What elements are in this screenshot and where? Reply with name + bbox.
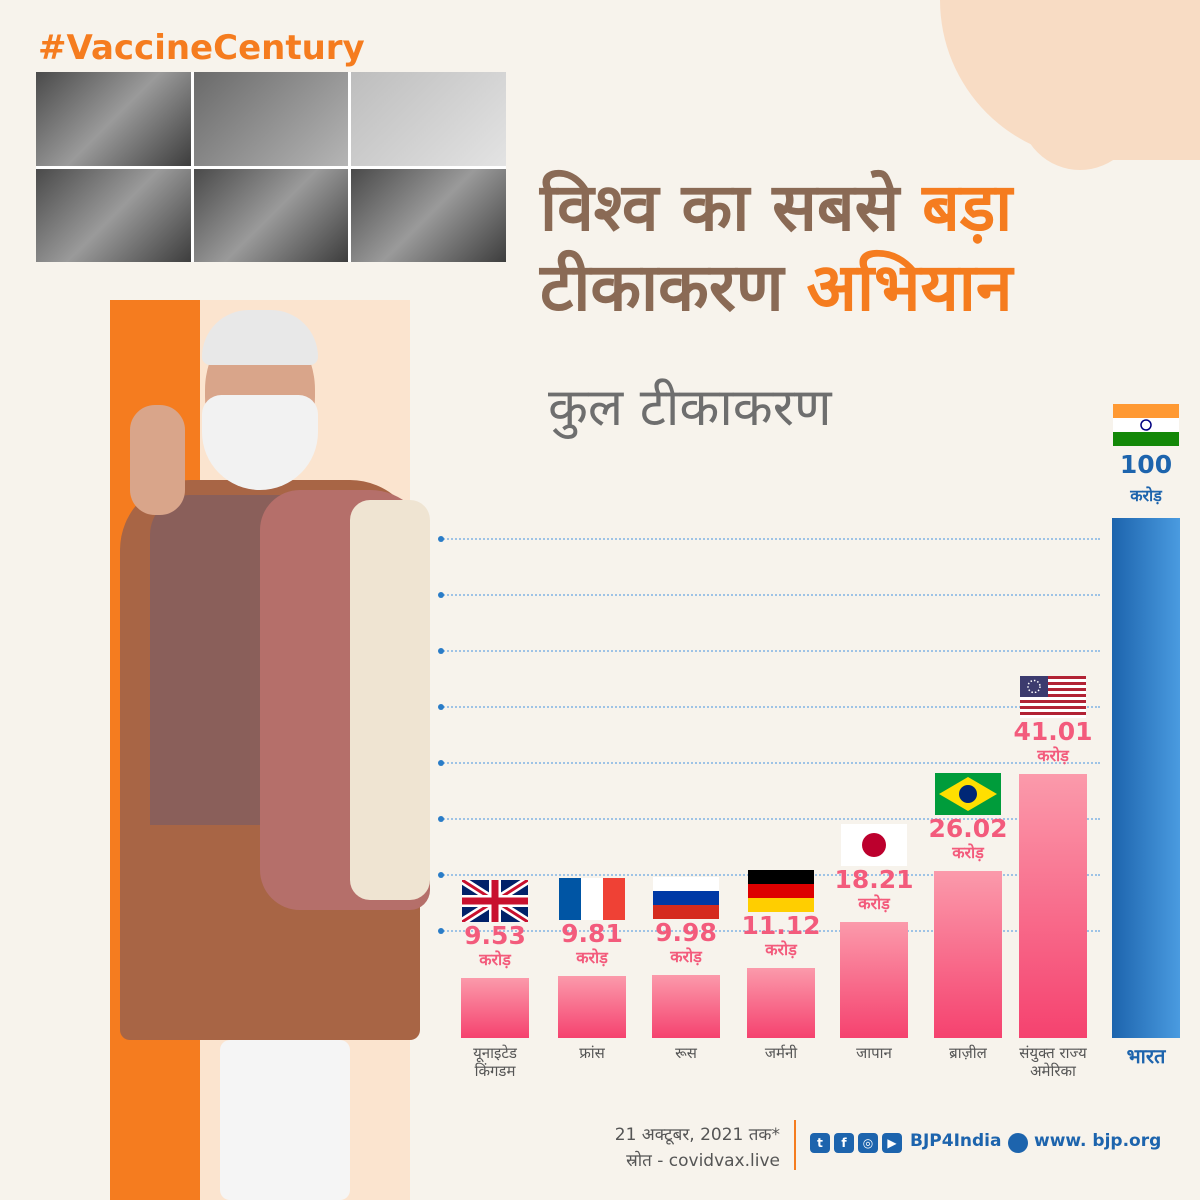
photo-3 [351, 72, 506, 166]
victory-hand [130, 405, 185, 515]
gridline-dot [438, 816, 444, 822]
bar-2 [652, 975, 720, 1038]
category-label-5: ब्राज़ील [949, 1044, 987, 1062]
person-beard [202, 395, 318, 490]
unit-label-3: करोड़ [765, 939, 797, 959]
twitter-icon[interactable]: t [810, 1133, 830, 1153]
title-line-1-text: विश्व का सबसे [540, 169, 923, 246]
india-flag-icon [1113, 404, 1179, 446]
social-icons: t f ◎ ▶ [810, 1133, 902, 1153]
bar-4 [840, 921, 908, 1038]
uk-flag-icon [462, 880, 528, 922]
photo-5 [193, 168, 349, 262]
website-link[interactable]: www. bjp.org [1034, 1131, 1162, 1151]
hashtag: #VaccineCentury [38, 28, 365, 68]
footer-divider [794, 1120, 796, 1170]
unit-label-4: करोड़ [858, 893, 890, 913]
dribbble-globe-icon [1008, 1133, 1028, 1153]
gridline-dot [438, 648, 444, 654]
gridline-dot [438, 704, 444, 710]
unit-label-6: करोड़ [1037, 746, 1069, 765]
gridline-dot [438, 928, 444, 934]
gridline [440, 706, 1100, 708]
category-label-1: फ्रांस [579, 1044, 605, 1062]
unit-label-1: करोड़ [576, 948, 608, 968]
gridline-dot [438, 872, 444, 878]
instagram-icon[interactable]: ◎ [858, 1133, 878, 1153]
title-line-2-accent: अभियान [806, 249, 1013, 326]
gridline-dot [438, 592, 444, 598]
france-flag-icon [559, 878, 625, 921]
usa-flag-icon [1020, 676, 1086, 718]
value-label-3: 11.12 [741, 910, 821, 940]
bar-5 [934, 871, 1002, 1038]
japan-flag-icon [841, 823, 907, 866]
gridline [440, 762, 1100, 764]
photo-1 [36, 72, 191, 166]
category-label-7: भारत [1126, 1044, 1166, 1068]
gridline-dot [438, 536, 444, 542]
russia-flag-icon [653, 877, 719, 920]
footer-date: 21 अक्टूबर, 2021 तक* [614, 1125, 780, 1145]
gridline [440, 818, 1100, 820]
value-label-7: 100 [1119, 450, 1173, 479]
person-legs [220, 1040, 350, 1200]
photo-2 [193, 72, 349, 166]
title-line-2-text: टीकाकरण [540, 249, 807, 326]
gridline [440, 594, 1100, 596]
title-line-1: विश्व का सबसे बड़ा [540, 160, 1012, 250]
bar-3 [747, 967, 815, 1038]
category-label-3: जर्मनी [764, 1044, 798, 1062]
vaccination-photo-collage [36, 72, 506, 262]
person-hair [202, 310, 318, 365]
subtitle: कुल टीकाकरण [548, 378, 832, 438]
photo-6 [351, 168, 506, 262]
facebook-icon[interactable]: f [834, 1133, 854, 1153]
bar-6 [1019, 774, 1087, 1038]
value-label-1: 9.81 [561, 919, 623, 949]
brazil-flag-icon [935, 773, 1001, 816]
bar-7 [1112, 518, 1180, 1038]
bar-0 [461, 978, 529, 1038]
unit-label-2: करोड़ [670, 947, 702, 967]
value-label-0: 9.53 [464, 921, 526, 950]
bar-1 [558, 976, 626, 1038]
gridline-dot [438, 760, 444, 766]
footer-source: स्रोत - covidvax.live [626, 1151, 780, 1171]
category-label-6: संयुक्त राज्य अमेरिका [1019, 1044, 1087, 1080]
unit-label-5: करोड़ [952, 843, 984, 863]
person-photo [110, 300, 440, 1200]
value-label-2: 9.98 [655, 918, 717, 948]
category-label-0: यूनाइटेड किंगडम [473, 1044, 517, 1080]
value-label-4: 18.21 [834, 864, 914, 894]
unit-label-7: करोड़ [1130, 486, 1162, 505]
gridline [440, 650, 1100, 652]
gridline [440, 930, 1100, 932]
person-shawl-edge [350, 500, 430, 900]
value-label-5: 26.02 [928, 814, 1008, 844]
title-line-2: टीकाकरण अभियान [540, 240, 1012, 330]
category-label-4: जापान [856, 1044, 892, 1062]
youtube-icon[interactable]: ▶ [882, 1133, 902, 1153]
category-label-2: रूस [675, 1044, 697, 1062]
germany-flag-icon [748, 869, 814, 912]
social-handle[interactable]: BJP4India [910, 1131, 1002, 1151]
value-label-6: 41.01 [1013, 717, 1093, 746]
gridline [440, 538, 1100, 540]
photo-4 [36, 168, 191, 262]
unit-label-0: करोड़ [479, 950, 511, 969]
title-line-1-accent: बड़ा [922, 169, 1013, 246]
